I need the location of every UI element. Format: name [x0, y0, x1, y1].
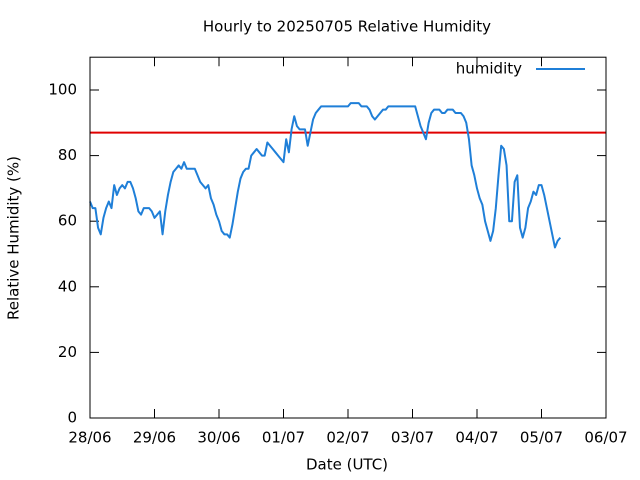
plot-border: [89, 56, 607, 419]
x-tick-label: 06/07: [584, 429, 627, 447]
y-tick-label: 60: [58, 212, 77, 230]
y-tick-label: 40: [58, 277, 77, 295]
y-tick-label: 80: [58, 146, 77, 164]
y-tick-label: 100: [48, 81, 77, 99]
data-line: [89, 102, 562, 249]
x-tick-label: 28/06: [68, 429, 111, 447]
x-tick-label: 05/07: [520, 429, 563, 447]
x-tick-label: 29/06: [133, 429, 176, 447]
x-tick-label: 01/07: [262, 429, 305, 447]
x-axis-label: Date (UTC): [306, 456, 388, 474]
chart-title: Hourly to 20250705 Relative Humidity: [203, 18, 491, 36]
y-tick-label: 20: [58, 343, 77, 361]
y-tick-label: 0: [67, 409, 77, 427]
x-tick-label: 04/07: [455, 429, 498, 447]
x-tick-label: 30/06: [197, 429, 240, 447]
legend-label: humidity: [456, 60, 522, 78]
y-axis-label: Relative Humidity (%): [5, 156, 23, 320]
x-tick-label: 03/07: [391, 429, 434, 447]
x-tick-label: 02/07: [326, 429, 369, 447]
